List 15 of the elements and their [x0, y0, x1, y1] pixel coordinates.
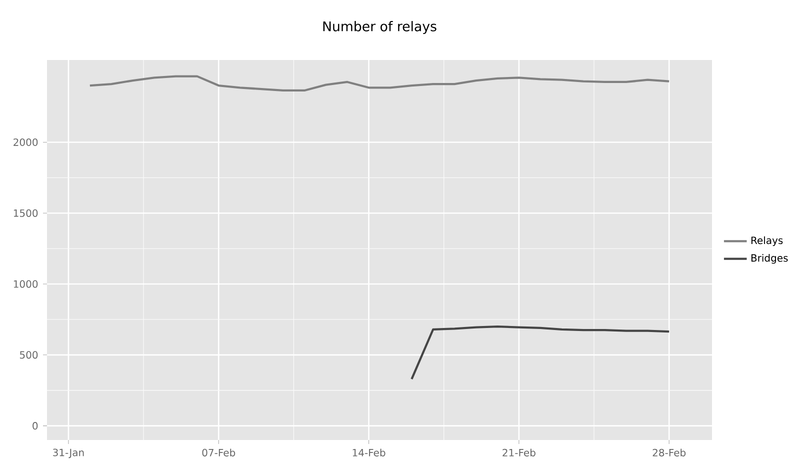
y-tick-label: 1000 — [14, 280, 38, 288]
legend-label: Bridges — [751, 254, 788, 264]
x-tick-label: 21-Feb — [502, 448, 536, 456]
x-tick-label: 28-Feb — [652, 448, 686, 456]
y-tick-label: 2000 — [14, 138, 38, 146]
legend-label: Relays — [751, 236, 783, 246]
y-tick-label: 500 — [20, 351, 38, 359]
y-tick-label: 1500 — [14, 209, 38, 217]
x-tick-label: 31-Jan — [53, 448, 84, 458]
x-tick-label: 14-Feb — [352, 448, 386, 456]
chart-title: Number of relays — [323, 21, 436, 34]
line-series — [410, 325, 670, 380]
x-tick-label: 07-Feb — [202, 448, 236, 456]
y-tick-label: 0 — [32, 422, 38, 430]
line-series — [88, 75, 670, 92]
